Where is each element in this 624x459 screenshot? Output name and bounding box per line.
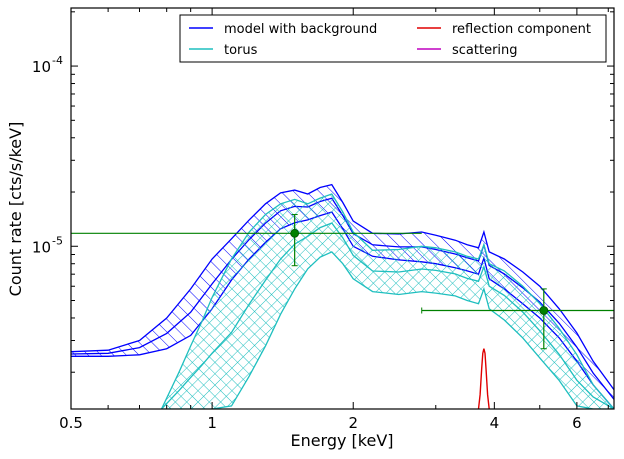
torus-upper-line (160, 193, 614, 409)
y-tick-label: 10 (32, 58, 51, 76)
legend-label: scattering (452, 43, 518, 58)
legend-label: model with background (224, 22, 377, 37)
x-tick-label: 1 (207, 414, 217, 432)
y-tick-exponent: -5 (52, 234, 63, 247)
x-tick-label: 4 (490, 414, 500, 432)
y-tick-label: 10 (32, 238, 51, 256)
x-axis-label: Energy [keV] (290, 431, 393, 450)
x-tick-label: 0.5 (59, 414, 83, 432)
data-point-1 (71, 214, 422, 267)
legend-label: torus (224, 43, 258, 58)
legend: model with background reflection componen… (179, 14, 607, 63)
torus-band-fill (161, 194, 614, 409)
plot-frame (70, 7, 615, 410)
legend-frame (179, 14, 607, 63)
legend-entry: torus (189, 43, 258, 58)
y-tick-exponent: -4 (52, 54, 63, 67)
series-layer (71, 183, 614, 409)
y-axis-label: Count rate [cts/s/keV] (6, 122, 25, 297)
data-point-2 (421, 288, 614, 350)
model-with-background-upper-line (71, 183, 614, 391)
x-tick-label: 6 (572, 414, 582, 432)
x-tick-label: 2 (348, 414, 358, 432)
torus-lower-line (161, 251, 614, 409)
legend-entry: reflection component (417, 22, 591, 37)
data-point-marker (290, 228, 300, 238)
torus-median-line (161, 222, 614, 409)
data-point-marker (539, 306, 549, 315)
legend-entry: scattering (417, 43, 518, 58)
axis-layer: 0.5 1 2 4 610-510-4 (32, 8, 614, 432)
reflection-component-line (477, 348, 490, 409)
legend-entry: model with background (189, 22, 377, 37)
legend-label: reflection component (452, 22, 591, 37)
